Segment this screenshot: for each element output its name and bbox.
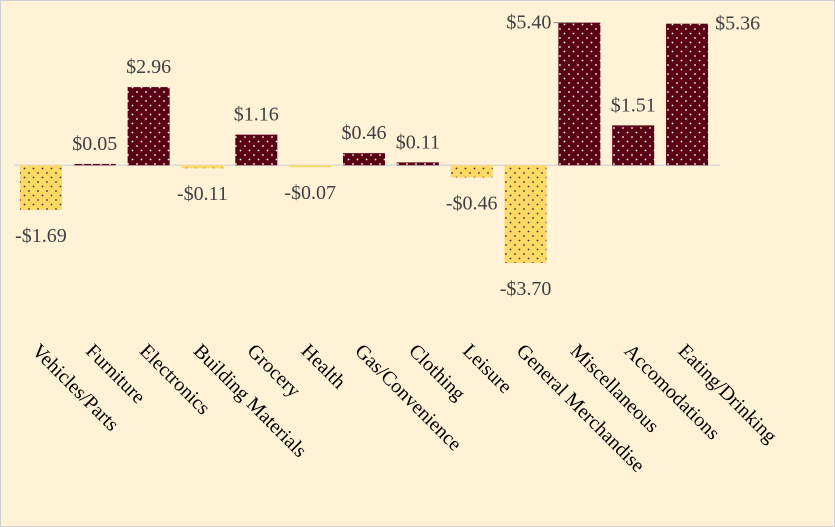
bar xyxy=(612,125,655,166)
value-label: -$1.69 xyxy=(15,225,67,247)
bar xyxy=(289,165,332,168)
value-label: -$0.11 xyxy=(177,183,228,205)
bar xyxy=(181,165,224,169)
value-label: $1.51 xyxy=(611,94,656,116)
value-label: $0.05 xyxy=(72,133,117,155)
bar xyxy=(450,165,493,178)
value-label: $0.11 xyxy=(396,131,440,153)
value-label: -$0.07 xyxy=(284,182,336,204)
bar xyxy=(235,134,278,166)
bar xyxy=(19,165,62,210)
bar xyxy=(558,22,601,166)
value-label: $1.16 xyxy=(234,104,279,126)
value-label: $5.40 xyxy=(506,12,551,34)
value-label: -$0.46 xyxy=(446,192,498,214)
bar xyxy=(343,153,385,166)
bar xyxy=(504,165,547,264)
bar xyxy=(127,87,170,166)
value-label: $5.36 xyxy=(715,13,760,35)
value-label: $2.96 xyxy=(126,56,171,78)
bar xyxy=(666,23,709,166)
value-label: $0.46 xyxy=(342,122,387,144)
value-label: -$3.70 xyxy=(500,278,552,300)
bar xyxy=(73,163,116,166)
bar xyxy=(396,162,439,166)
